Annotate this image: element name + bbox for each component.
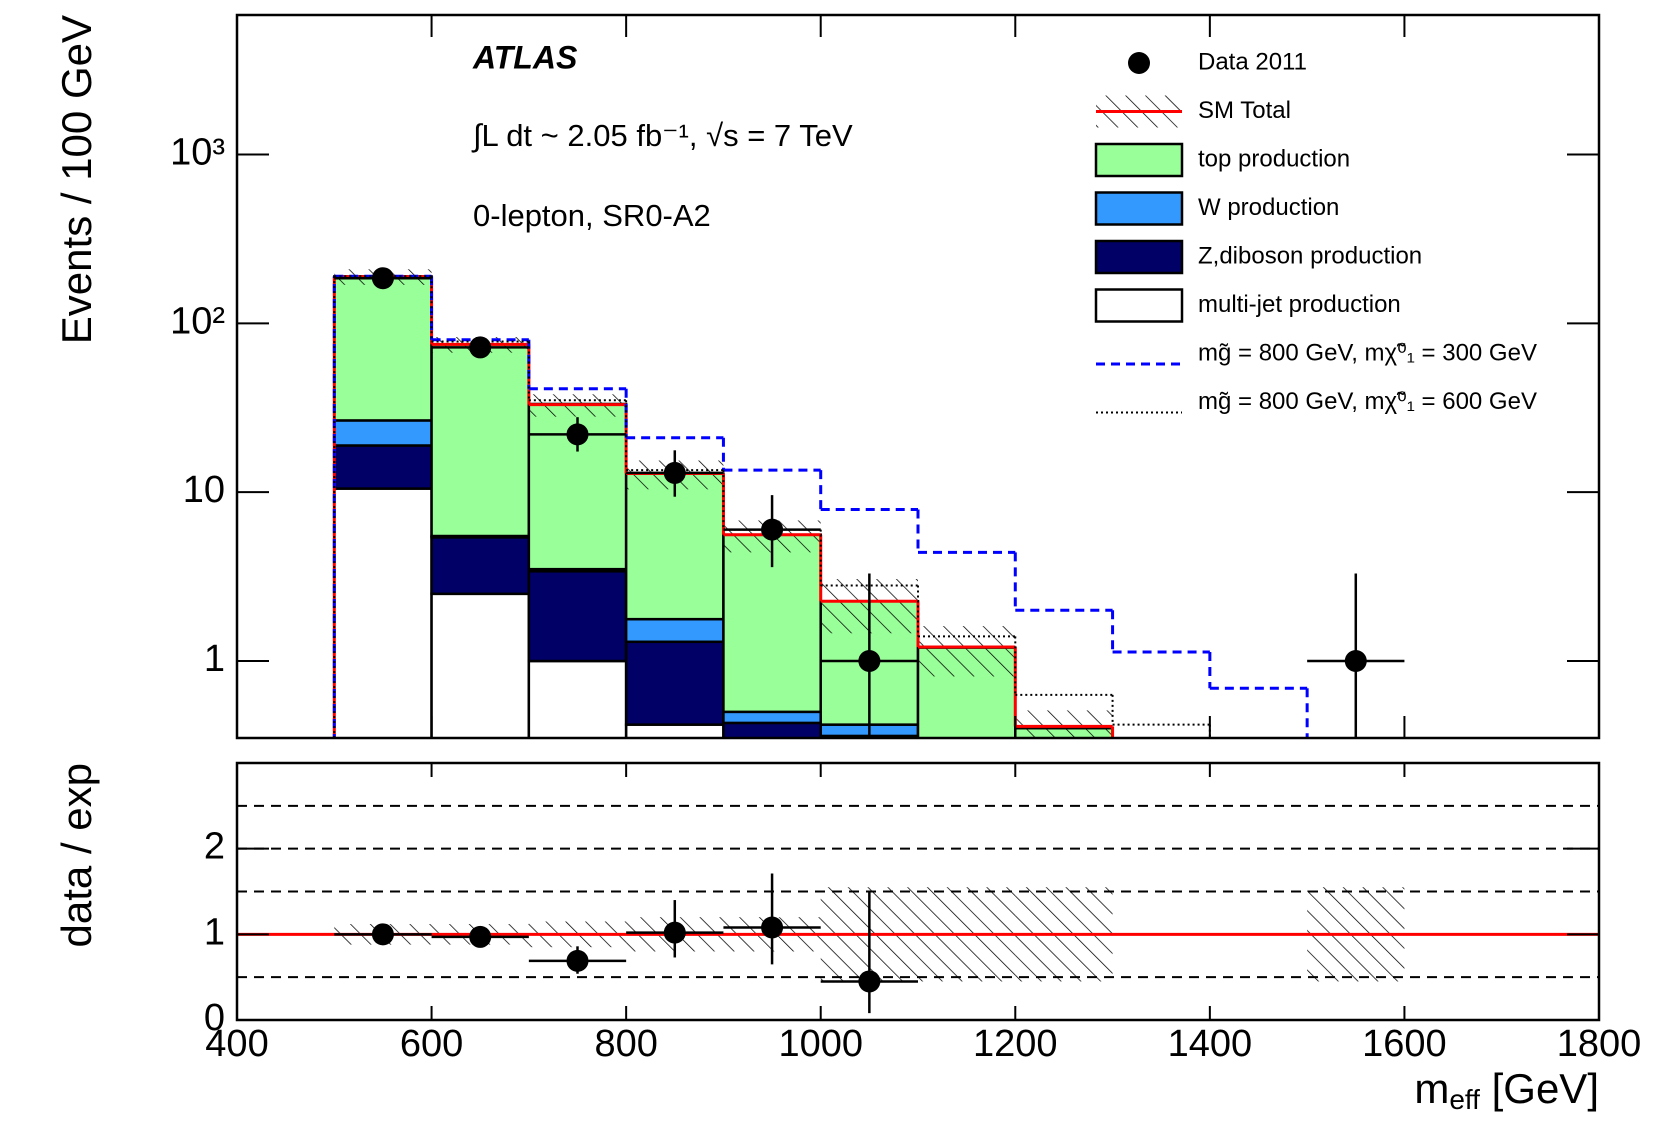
data-point	[371, 923, 394, 946]
legend-label: SM Total	[1198, 97, 1291, 124]
stack-bar	[430, 592, 531, 738]
legend-marker	[1094, 239, 1184, 275]
x-tick-label: 1200	[973, 1023, 1058, 1065]
data-point	[663, 461, 686, 484]
stack-bar	[333, 419, 433, 447]
stack-bar	[430, 536, 531, 596]
plot-frame	[235, 13, 1601, 740]
x-axis-label-part: m	[1414, 1065, 1449, 1112]
data-point	[761, 916, 784, 939]
stack-bar	[722, 721, 822, 738]
data-point	[371, 267, 394, 290]
x-axis-label: meff [GeV]	[1414, 1065, 1599, 1115]
legend-marker	[1128, 52, 1150, 74]
annotation: ∫L dt ~ 2.05 fb⁻¹, √s = 7 TeV	[471, 118, 853, 153]
stack-bar	[333, 444, 433, 490]
annotation: ATLAS	[472, 39, 578, 75]
stack-bar	[333, 487, 433, 738]
y-tick-label: 0	[204, 997, 225, 1039]
legend-label: top production	[1198, 145, 1350, 172]
x-tick-label: 400	[205, 1023, 268, 1065]
data-point	[469, 925, 492, 948]
legend-marker	[1094, 288, 1184, 323]
y-tick-label: 10³	[170, 132, 225, 174]
x-tick-label: 1600	[1362, 1023, 1447, 1065]
data-point	[1344, 650, 1367, 673]
data-point	[566, 949, 589, 972]
stack-bar	[527, 659, 628, 738]
stack-bar	[624, 640, 725, 726]
legend-label: mg̃ = 800 GeV, mχ̃⁰₁ = 600 GeV	[1198, 388, 1537, 415]
x-tick-label: 600	[400, 1023, 463, 1065]
stack-bar	[430, 343, 531, 538]
x-axis-label-part: eff	[1449, 1084, 1480, 1115]
stack-bar	[918, 800, 1015, 881]
y-tick-label: 2	[204, 826, 225, 868]
y-tick-label: 1	[204, 638, 225, 680]
uncertainty-band	[918, 626, 1016, 677]
x-axis-label-part: [GeV]	[1480, 1065, 1599, 1112]
y-tick-label: 1	[204, 911, 225, 953]
data-point	[761, 518, 784, 541]
annotation: 0-lepton, SR0-A2	[473, 198, 711, 233]
y-axis-label: Events / 100 GeV	[53, 15, 100, 344]
data-point	[566, 423, 589, 446]
stack-bar	[1014, 726, 1114, 738]
data-point	[858, 650, 881, 673]
y-tick-label: 10²	[170, 300, 225, 342]
legend-marker	[1094, 191, 1184, 226]
data-point	[663, 921, 686, 944]
legend-label: multi-jet production	[1198, 291, 1401, 318]
data-point	[469, 336, 492, 359]
y-axis-label: data / exp	[53, 763, 100, 947]
ratio-plot	[237, 804, 1599, 1014]
uncertainty-band	[1015, 710, 1113, 738]
x-tick-label: 1400	[1168, 1023, 1253, 1065]
legend-label: W production	[1198, 194, 1339, 221]
stack-bar	[722, 710, 822, 725]
stack-bar	[624, 617, 725, 644]
x-tick-label: 1800	[1557, 1023, 1642, 1065]
stack-bar	[624, 472, 725, 621]
main-plot	[332, 267, 1405, 881]
x-tick-label: 800	[594, 1023, 657, 1065]
stack-bar	[1015, 856, 1112, 881]
data-point	[858, 970, 881, 993]
legend-label: mg̃ = 800 GeV, mχ̃⁰₁ = 300 GeV	[1198, 339, 1537, 366]
stack-bar	[918, 779, 1015, 800]
plot-frame	[235, 761, 1601, 1022]
stack-bar	[819, 734, 920, 738]
stack-bar	[333, 275, 433, 422]
legend-label: Z,diboson production	[1198, 242, 1422, 269]
legend-marker	[1094, 142, 1184, 178]
y-tick-label: 10	[183, 469, 225, 511]
stack-bar	[527, 570, 628, 663]
legend-label: Data 2011	[1198, 48, 1307, 75]
x-tick-label: 1000	[778, 1023, 863, 1065]
stack-bar	[624, 723, 725, 738]
